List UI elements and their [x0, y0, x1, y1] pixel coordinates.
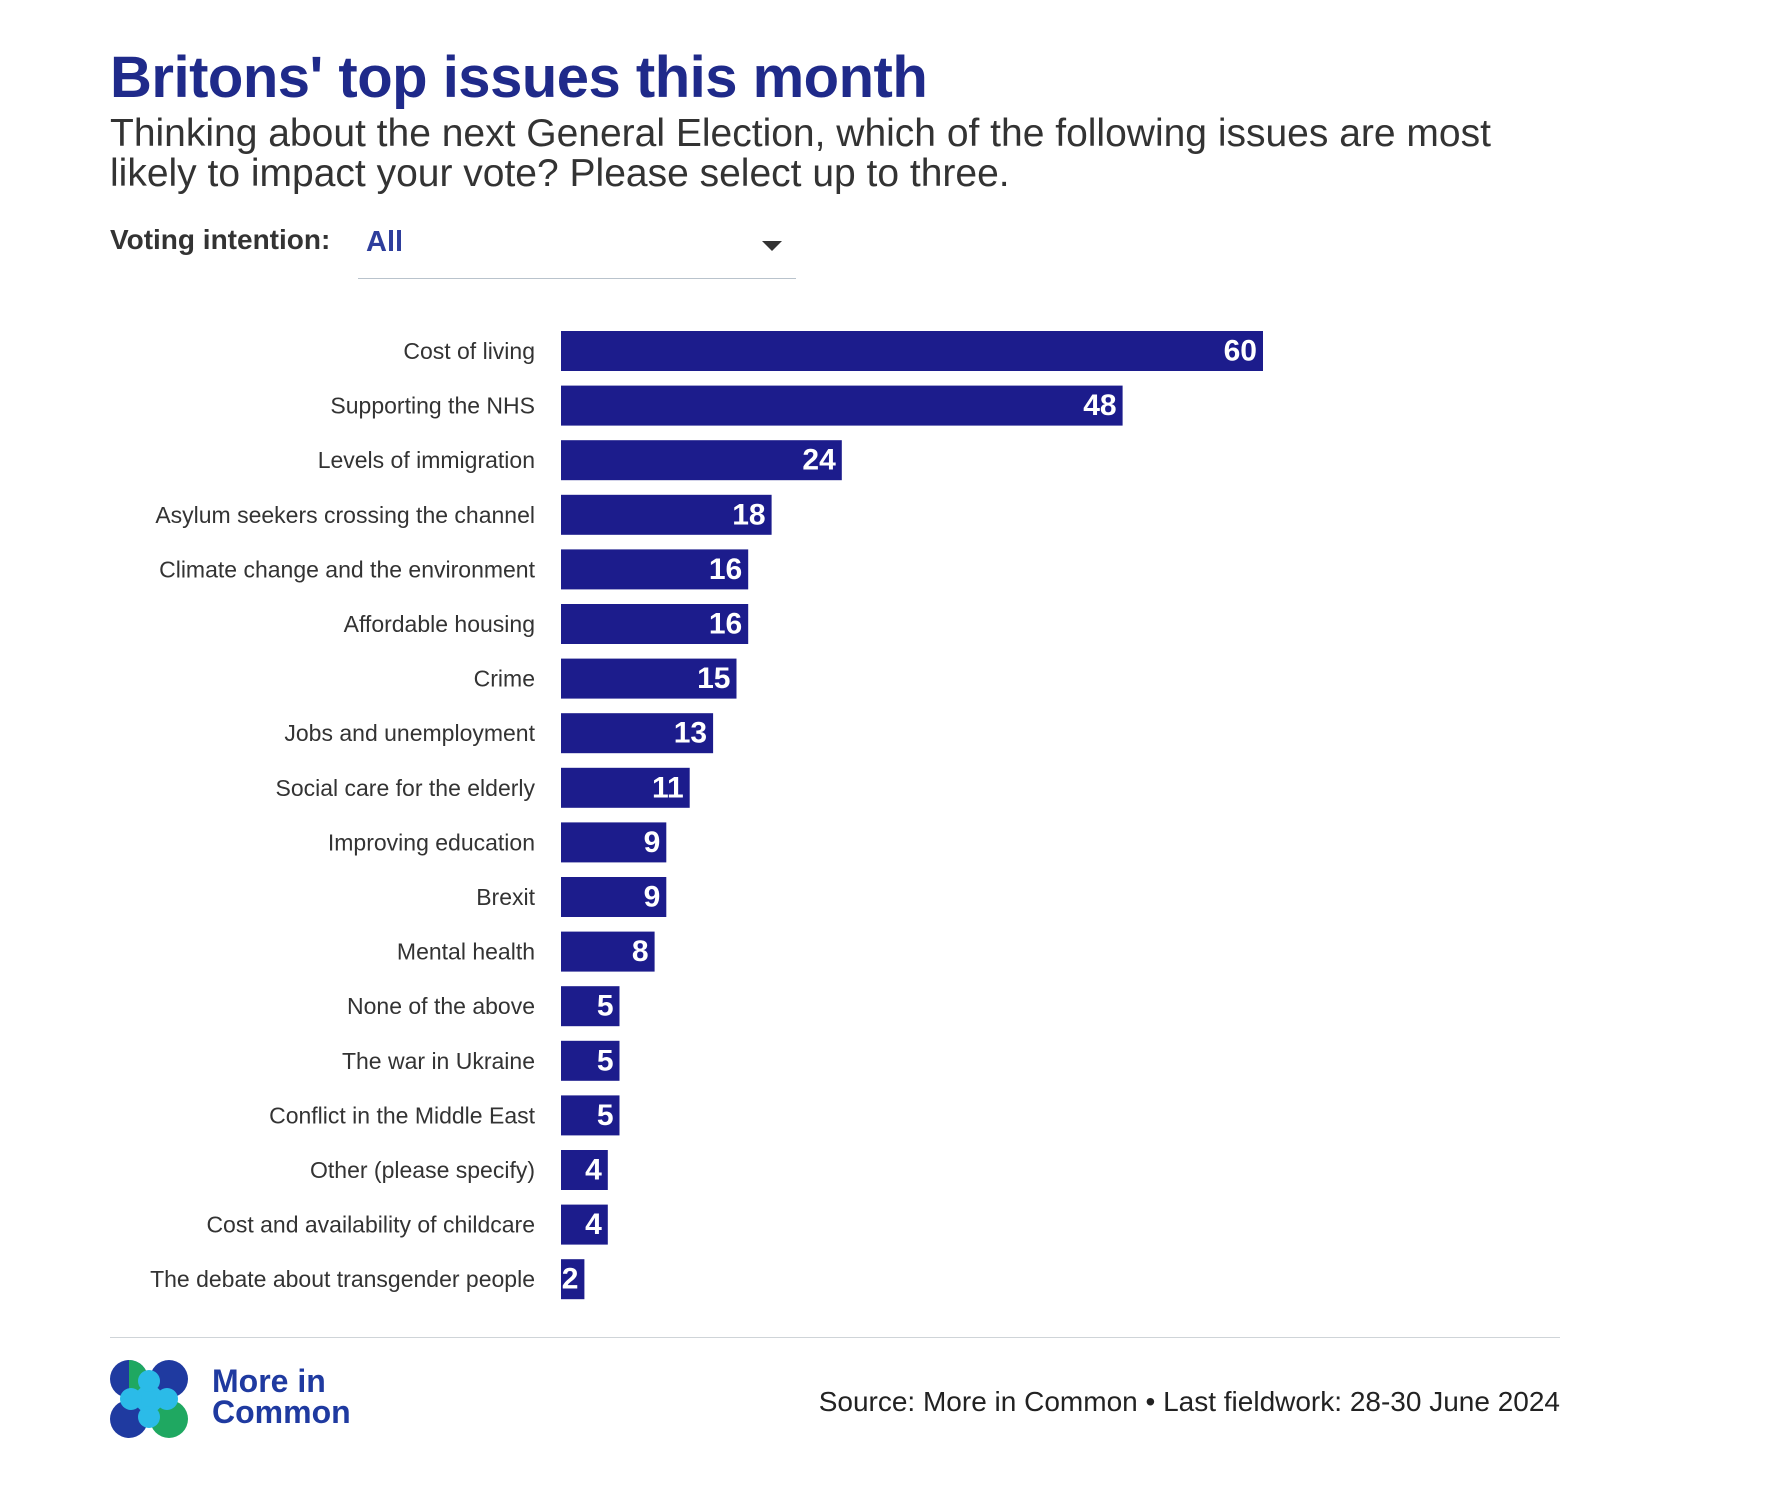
bar[interactable]	[561, 931, 655, 972]
category-label: Mental health	[397, 939, 535, 965]
bar[interactable]	[561, 385, 1123, 426]
voting-intention-label: Voting intention:	[110, 224, 331, 255]
chart-subtitle: Thinking about the next General Election…	[110, 112, 1491, 195]
category-label: Asylum seekers crossing the channel	[155, 502, 535, 528]
category-label: Other (please specify)	[310, 1157, 535, 1183]
bar-value-label: 5	[597, 1099, 614, 1132]
category-label: Conflict in the Middle East	[269, 1102, 536, 1128]
footer-divider	[110, 1337, 1560, 1338]
bar-value-label: 18	[732, 498, 765, 531]
category-label: Social care for the elderly	[275, 775, 535, 801]
category-label: Cost of living	[403, 338, 535, 364]
bar[interactable]	[561, 986, 620, 1027]
bar-value-label: 48	[1083, 389, 1116, 422]
bar[interactable]	[561, 1150, 608, 1190]
bar-value-label: 60	[1224, 335, 1257, 368]
bar[interactable]	[561, 1040, 620, 1081]
bar-value-label: 5	[597, 1044, 614, 1077]
bar-value-label: 9	[644, 826, 661, 859]
bar[interactable]	[561, 877, 667, 917]
chevron-down-icon[interactable]	[762, 241, 782, 251]
bar-value-label: 4	[585, 1154, 602, 1187]
bar[interactable]	[561, 1204, 608, 1245]
bar-value-label: 5	[597, 990, 614, 1023]
category-label: The debate about transgender people	[150, 1266, 535, 1292]
bar-value-label: 16	[709, 608, 742, 641]
bar[interactable]	[561, 1095, 620, 1136]
bar[interactable]	[561, 713, 714, 754]
bar[interactable]	[561, 549, 749, 590]
bar[interactable]	[561, 331, 1263, 371]
bar-value-label: 16	[709, 553, 742, 586]
category-label: The war in Ukraine	[342, 1048, 535, 1074]
category-label: Cost and availability of childcare	[206, 1212, 535, 1238]
category-label: None of the above	[347, 993, 535, 1019]
category-label: Jobs and unemployment	[284, 720, 535, 746]
bar-value-label: 4	[585, 1208, 602, 1241]
category-label: Affordable housing	[344, 611, 535, 637]
bar-value-label: 24	[802, 444, 836, 477]
source-note: Source: More in Common • Last fieldwork:…	[818, 1386, 1560, 1417]
category-label: Supporting the NHS	[330, 393, 535, 419]
voting-intention-dropdown[interactable]: All	[358, 214, 796, 279]
bar[interactable]	[561, 494, 772, 535]
bar-value-label: 9	[644, 881, 661, 914]
bar-value-label: 2	[562, 1263, 579, 1296]
more-in-common-logo-icon	[110, 1360, 188, 1438]
chart-title: Britons' top issues this month	[110, 45, 928, 110]
category-label: Crime	[474, 666, 535, 692]
bar-value-label: 13	[674, 717, 707, 750]
bar-value-label: 15	[697, 662, 730, 695]
dropdown-selected-value: All	[366, 226, 404, 258]
bar[interactable]	[561, 767, 690, 808]
logo-line-2: Common	[212, 1394, 351, 1430]
bar[interactable]	[561, 440, 842, 481]
category-label: Climate change and the environment	[159, 556, 536, 582]
category-label: Brexit	[476, 884, 535, 910]
bar[interactable]	[561, 658, 737, 699]
bar[interactable]	[561, 822, 667, 863]
bar-value-label: 8	[632, 935, 649, 968]
bar-value-label: 11	[652, 771, 684, 804]
bar[interactable]	[561, 1259, 585, 1300]
logo-wordmark: More in Common	[212, 1363, 351, 1430]
category-label: Levels of immigration	[318, 447, 535, 473]
bar[interactable]	[561, 604, 749, 644]
category-label: Improving education	[328, 829, 535, 855]
logo-line-1: More in	[212, 1363, 326, 1399]
